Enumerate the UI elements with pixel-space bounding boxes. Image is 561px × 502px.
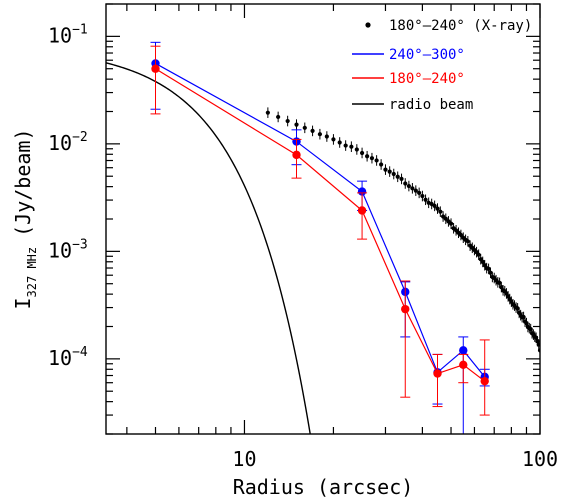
xray-point	[343, 143, 348, 148]
xray-point	[365, 154, 370, 159]
xray-point	[369, 156, 375, 161]
xray-point	[310, 128, 315, 133]
xray-point	[476, 252, 481, 257]
xray-point	[499, 285, 504, 290]
series-180-240-point	[401, 304, 410, 314]
xray-point	[536, 342, 540, 347]
xray-point	[432, 203, 437, 208]
x-axis-label: Radius (arcsec)	[233, 475, 414, 499]
x-tick-labels: 10 100	[232, 447, 558, 471]
xray-point	[417, 190, 422, 195]
legend: 180°–240° (X-ray) 240°–300° 180°–240° ra…	[352, 18, 532, 113]
series-180-240-line	[155, 68, 486, 382]
y-tick-label: 10−4	[48, 345, 88, 370]
xray-point	[331, 137, 336, 142]
series-180-240-point	[151, 64, 160, 73]
xray-point	[294, 122, 299, 127]
xray-point	[480, 259, 485, 264]
xray-point	[488, 270, 493, 275]
xray-point	[374, 158, 379, 163]
x-tick-label: 100	[522, 447, 558, 471]
xray-point	[337, 140, 342, 145]
svg-text:I327 MHz(Jy/beam): I327 MHz (Jy/beam)	[11, 129, 39, 310]
y-axis-label: I327 MHz (Jy/beam)	[11, 129, 39, 310]
xray-point	[391, 171, 396, 177]
series-180-240-point	[357, 206, 367, 215]
xray-point	[359, 150, 365, 156]
axis-ticks	[106, 3, 541, 435]
xray-point	[383, 167, 388, 172]
xray-point	[413, 188, 418, 193]
y-tick-label: 10−3	[48, 237, 88, 262]
xray-point	[410, 186, 415, 191]
legend-label-beam: radio beam	[389, 97, 473, 113]
xray-point	[395, 174, 400, 179]
xray-point	[420, 193, 425, 199]
legend-label-240-300: 240°–300°	[389, 47, 465, 63]
xray-point	[379, 162, 384, 167]
xray-point	[387, 169, 392, 174]
xray-point	[406, 183, 411, 189]
xray-point	[317, 132, 323, 137]
x-tick-label: 10	[232, 447, 256, 471]
xray-point	[354, 147, 359, 152]
y-tick-labels: 10−1 10−2 10−3 10−4	[48, 22, 88, 370]
y-axis-label-unit: (Jy/beam)	[11, 129, 35, 237]
xray-point	[458, 232, 464, 238]
radio-beam-line	[106, 62, 311, 434]
xray-point	[276, 114, 281, 120]
legend-label-180-240: 180°–240°	[389, 71, 465, 87]
xray-point	[324, 134, 329, 139]
xray-point	[438, 209, 443, 214]
xray-point	[448, 221, 454, 226]
y-tick-label: 10−1	[48, 22, 88, 47]
series-240-300-point	[459, 346, 468, 355]
series-240-300-point	[357, 187, 367, 196]
xray-point	[302, 125, 307, 130]
legend-marker-xray	[365, 22, 371, 28]
xray-point	[403, 181, 408, 186]
xray-point	[349, 144, 354, 149]
xray-point	[497, 280, 502, 285]
xray-point	[435, 206, 440, 211]
series-180-240-point	[459, 360, 468, 370]
xray-point	[423, 197, 428, 202]
xray-point	[265, 110, 270, 115]
y-axis-label-sub: 327 MHz	[25, 247, 39, 298]
series-180-240-point	[433, 369, 442, 378]
xray-point	[285, 118, 290, 124]
xray-series	[265, 107, 540, 356]
xray-point	[465, 239, 470, 244]
plot-frame	[105, 3, 541, 435]
series-180-240-point	[292, 150, 301, 160]
xray-point	[486, 266, 491, 271]
xray-point	[443, 216, 448, 221]
y-tick-label: 10−2	[48, 130, 88, 155]
series-180-240-point	[480, 376, 489, 386]
legend-label-xray: 180°–240° (X-ray)	[389, 18, 532, 34]
xray-point	[399, 176, 404, 182]
y-axis-label-main: I	[11, 297, 35, 309]
series-180-240	[150, 45, 490, 416]
